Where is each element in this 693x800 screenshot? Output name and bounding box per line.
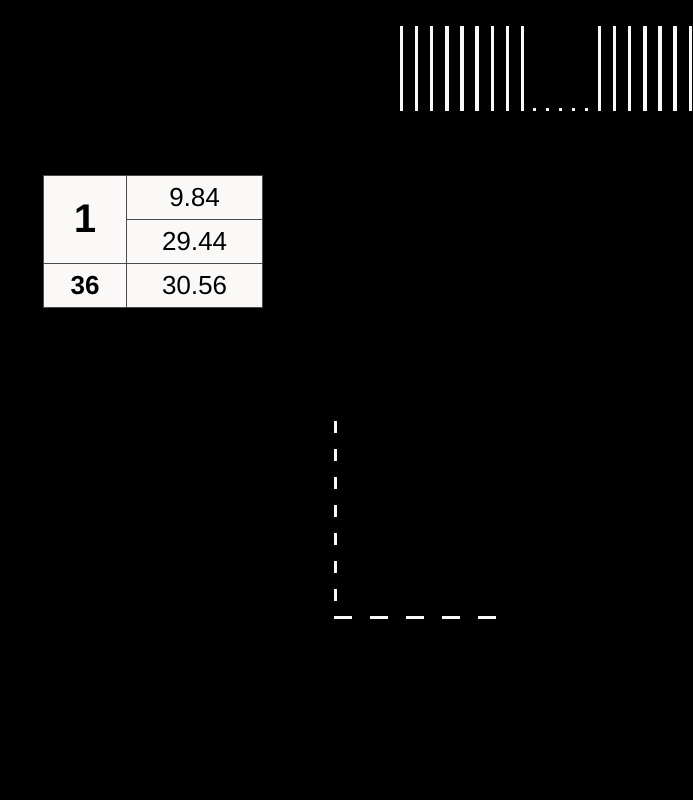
barcode-group-left [400, 26, 524, 111]
table-cell-value: 9.84 [127, 176, 263, 220]
dashed-edge-vertical [334, 421, 337, 619]
table-cell-index: 36 [44, 264, 127, 308]
table-cell-value: 29.44 [127, 220, 263, 264]
diagram-canvas: 1 9.84 29.44 36 30.56 [0, 0, 693, 800]
dot [559, 108, 562, 111]
barcode-bar [613, 26, 616, 111]
dot [546, 108, 549, 111]
barcode-bar [506, 26, 509, 111]
barcode-bar [628, 26, 631, 111]
barcode-group-right [598, 26, 692, 111]
dot [533, 108, 536, 111]
table-cell-index-big: 1 [44, 176, 127, 264]
barcode-bar [415, 26, 418, 111]
barcode-bar [658, 26, 661, 111]
barcode-bar [643, 26, 646, 111]
table-cell-value: 30.56 [127, 264, 263, 308]
barcode-bar [491, 26, 494, 111]
barcode-bar [400, 26, 403, 111]
barcode-bar [521, 26, 524, 111]
data-table: 1 9.84 29.44 36 30.56 [43, 175, 263, 308]
dot [572, 108, 575, 111]
barcode-bar [460, 26, 463, 111]
dot-row [533, 108, 588, 111]
table-row: 36 30.56 [44, 264, 263, 308]
dot [585, 108, 588, 111]
barcode-bar [673, 26, 676, 111]
barcode-bar [475, 26, 478, 111]
dashed-edge-horizontal [334, 616, 498, 619]
barcode-bar [445, 26, 448, 111]
barcode-bar [598, 26, 601, 111]
table-row: 1 9.84 [44, 176, 263, 220]
barcode-bar [430, 26, 433, 111]
barcode-bar [689, 26, 692, 111]
